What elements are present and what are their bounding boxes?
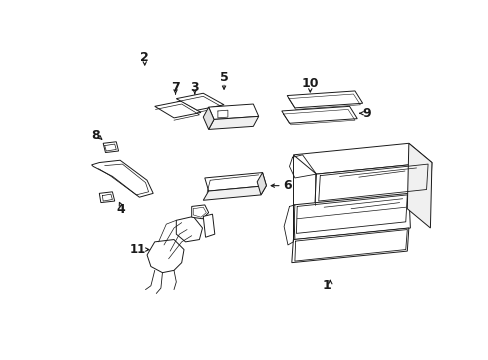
Polygon shape	[286, 91, 362, 108]
Polygon shape	[99, 192, 115, 203]
Polygon shape	[291, 228, 408, 263]
Polygon shape	[103, 142, 118, 153]
Polygon shape	[208, 104, 258, 120]
Polygon shape	[208, 116, 258, 130]
Polygon shape	[91, 160, 153, 197]
Polygon shape	[293, 143, 431, 174]
Polygon shape	[203, 107, 214, 130]
Polygon shape	[204, 172, 266, 191]
Polygon shape	[147, 239, 183, 273]
Polygon shape	[176, 93, 224, 110]
Text: 3: 3	[190, 81, 199, 94]
Polygon shape	[293, 193, 409, 239]
Polygon shape	[154, 101, 201, 118]
Text: 2: 2	[140, 50, 149, 64]
Polygon shape	[281, 106, 357, 123]
Text: 10: 10	[301, 77, 318, 90]
Text: 9: 9	[362, 107, 370, 120]
Text: 1: 1	[322, 279, 330, 292]
Polygon shape	[257, 172, 266, 195]
Polygon shape	[176, 216, 202, 242]
Text: 7: 7	[171, 81, 180, 94]
Polygon shape	[314, 163, 431, 205]
Text: 8: 8	[91, 129, 100, 142]
Text: 11: 11	[129, 243, 145, 256]
Polygon shape	[203, 186, 266, 200]
Polygon shape	[407, 143, 431, 228]
Text: 6: 6	[282, 179, 291, 192]
Text: 4: 4	[116, 203, 125, 216]
Text: 5: 5	[219, 71, 228, 84]
Polygon shape	[203, 214, 214, 237]
Polygon shape	[191, 205, 208, 219]
